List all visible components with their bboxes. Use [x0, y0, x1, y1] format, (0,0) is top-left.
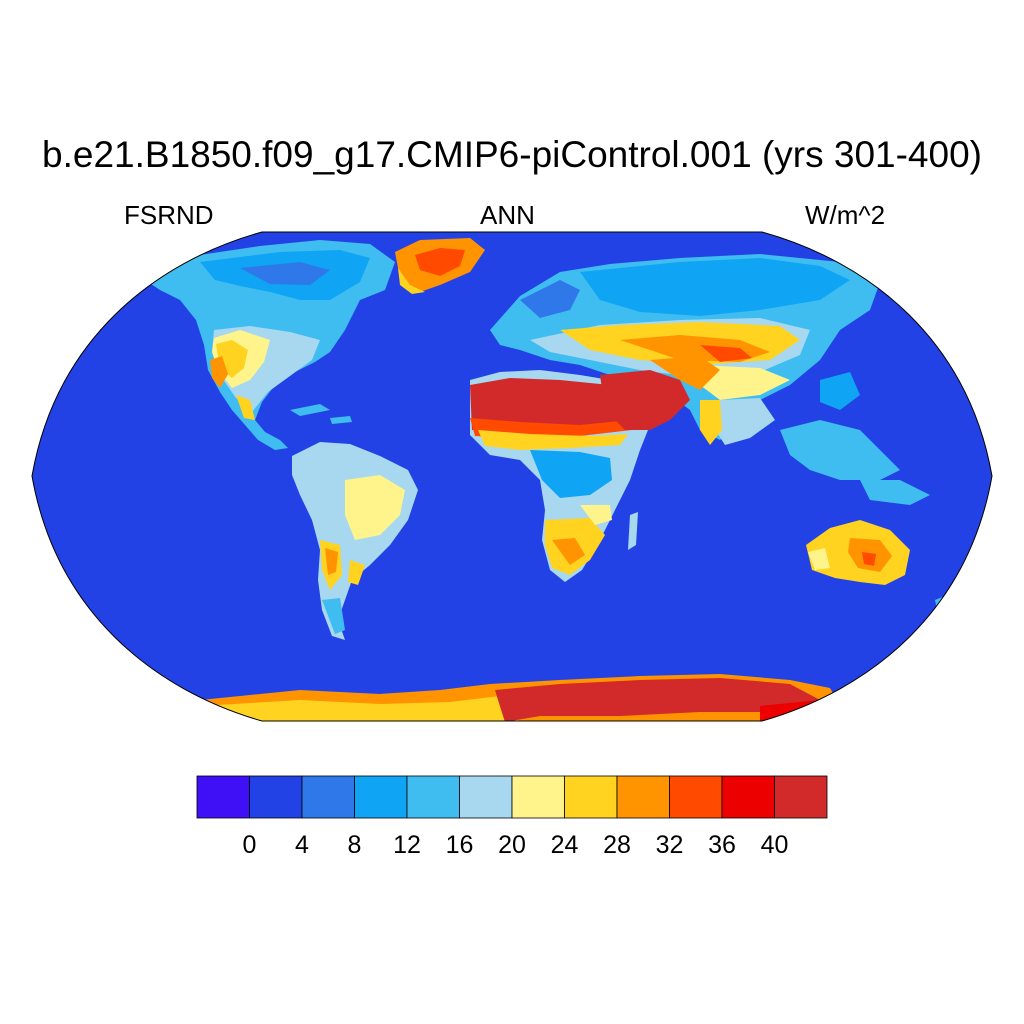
- colorbar-tick-label: 36: [708, 831, 736, 859]
- colorbar-swatch: [564, 775, 618, 819]
- units-label: W/m^2: [805, 200, 886, 230]
- colorbar-tick-label: 0: [243, 831, 257, 859]
- colorbar-tick-label: 24: [551, 831, 579, 859]
- colorbar-tick-label: 4: [295, 831, 309, 859]
- colorbar-swatch: [354, 775, 408, 819]
- colorbar-swatch: [196, 775, 250, 819]
- eurasia: [490, 254, 880, 445]
- north-america: [148, 240, 395, 450]
- colorbar-tick-label: 12: [393, 831, 421, 859]
- colorbar-tick-label: 28: [603, 831, 631, 859]
- colorbar-swatch: [721, 775, 775, 819]
- south-america: [292, 442, 418, 640]
- colorbar-swatch: [406, 775, 460, 819]
- colorbar-swatch: [669, 775, 723, 819]
- season-label: ANN: [480, 200, 535, 230]
- colorbar-tick-label: 32: [656, 831, 684, 859]
- colorbar-tick-label: 20: [498, 831, 526, 859]
- greenland: [395, 238, 485, 294]
- southeast-asia: [780, 372, 930, 505]
- colorbar-swatch: [459, 775, 513, 819]
- colorbar-swatch: [774, 775, 828, 819]
- variable-label: FSRND: [124, 200, 214, 230]
- middle-east: [600, 356, 720, 430]
- colorbar-swatch: [511, 775, 565, 819]
- colorbar-tick-label: 16: [446, 831, 474, 859]
- australia: [806, 520, 910, 585]
- colorbar-tick-label: 40: [761, 831, 789, 859]
- map-area: [31, 231, 993, 722]
- africa: [470, 370, 650, 582]
- colorbar-swatch: [616, 775, 670, 819]
- colorbar-swatch: [249, 775, 303, 819]
- colorbar-tick-label: 8: [348, 831, 362, 859]
- colorbar: 0 4 8 12 16 20 24 28 32 36 40: [196, 775, 828, 859]
- plot-title: b.e21.B1850.f09_g17.CMIP6-piControl.001 …: [42, 134, 982, 175]
- globe-outline: [31, 231, 993, 722]
- colorbar-swatch: [301, 775, 355, 819]
